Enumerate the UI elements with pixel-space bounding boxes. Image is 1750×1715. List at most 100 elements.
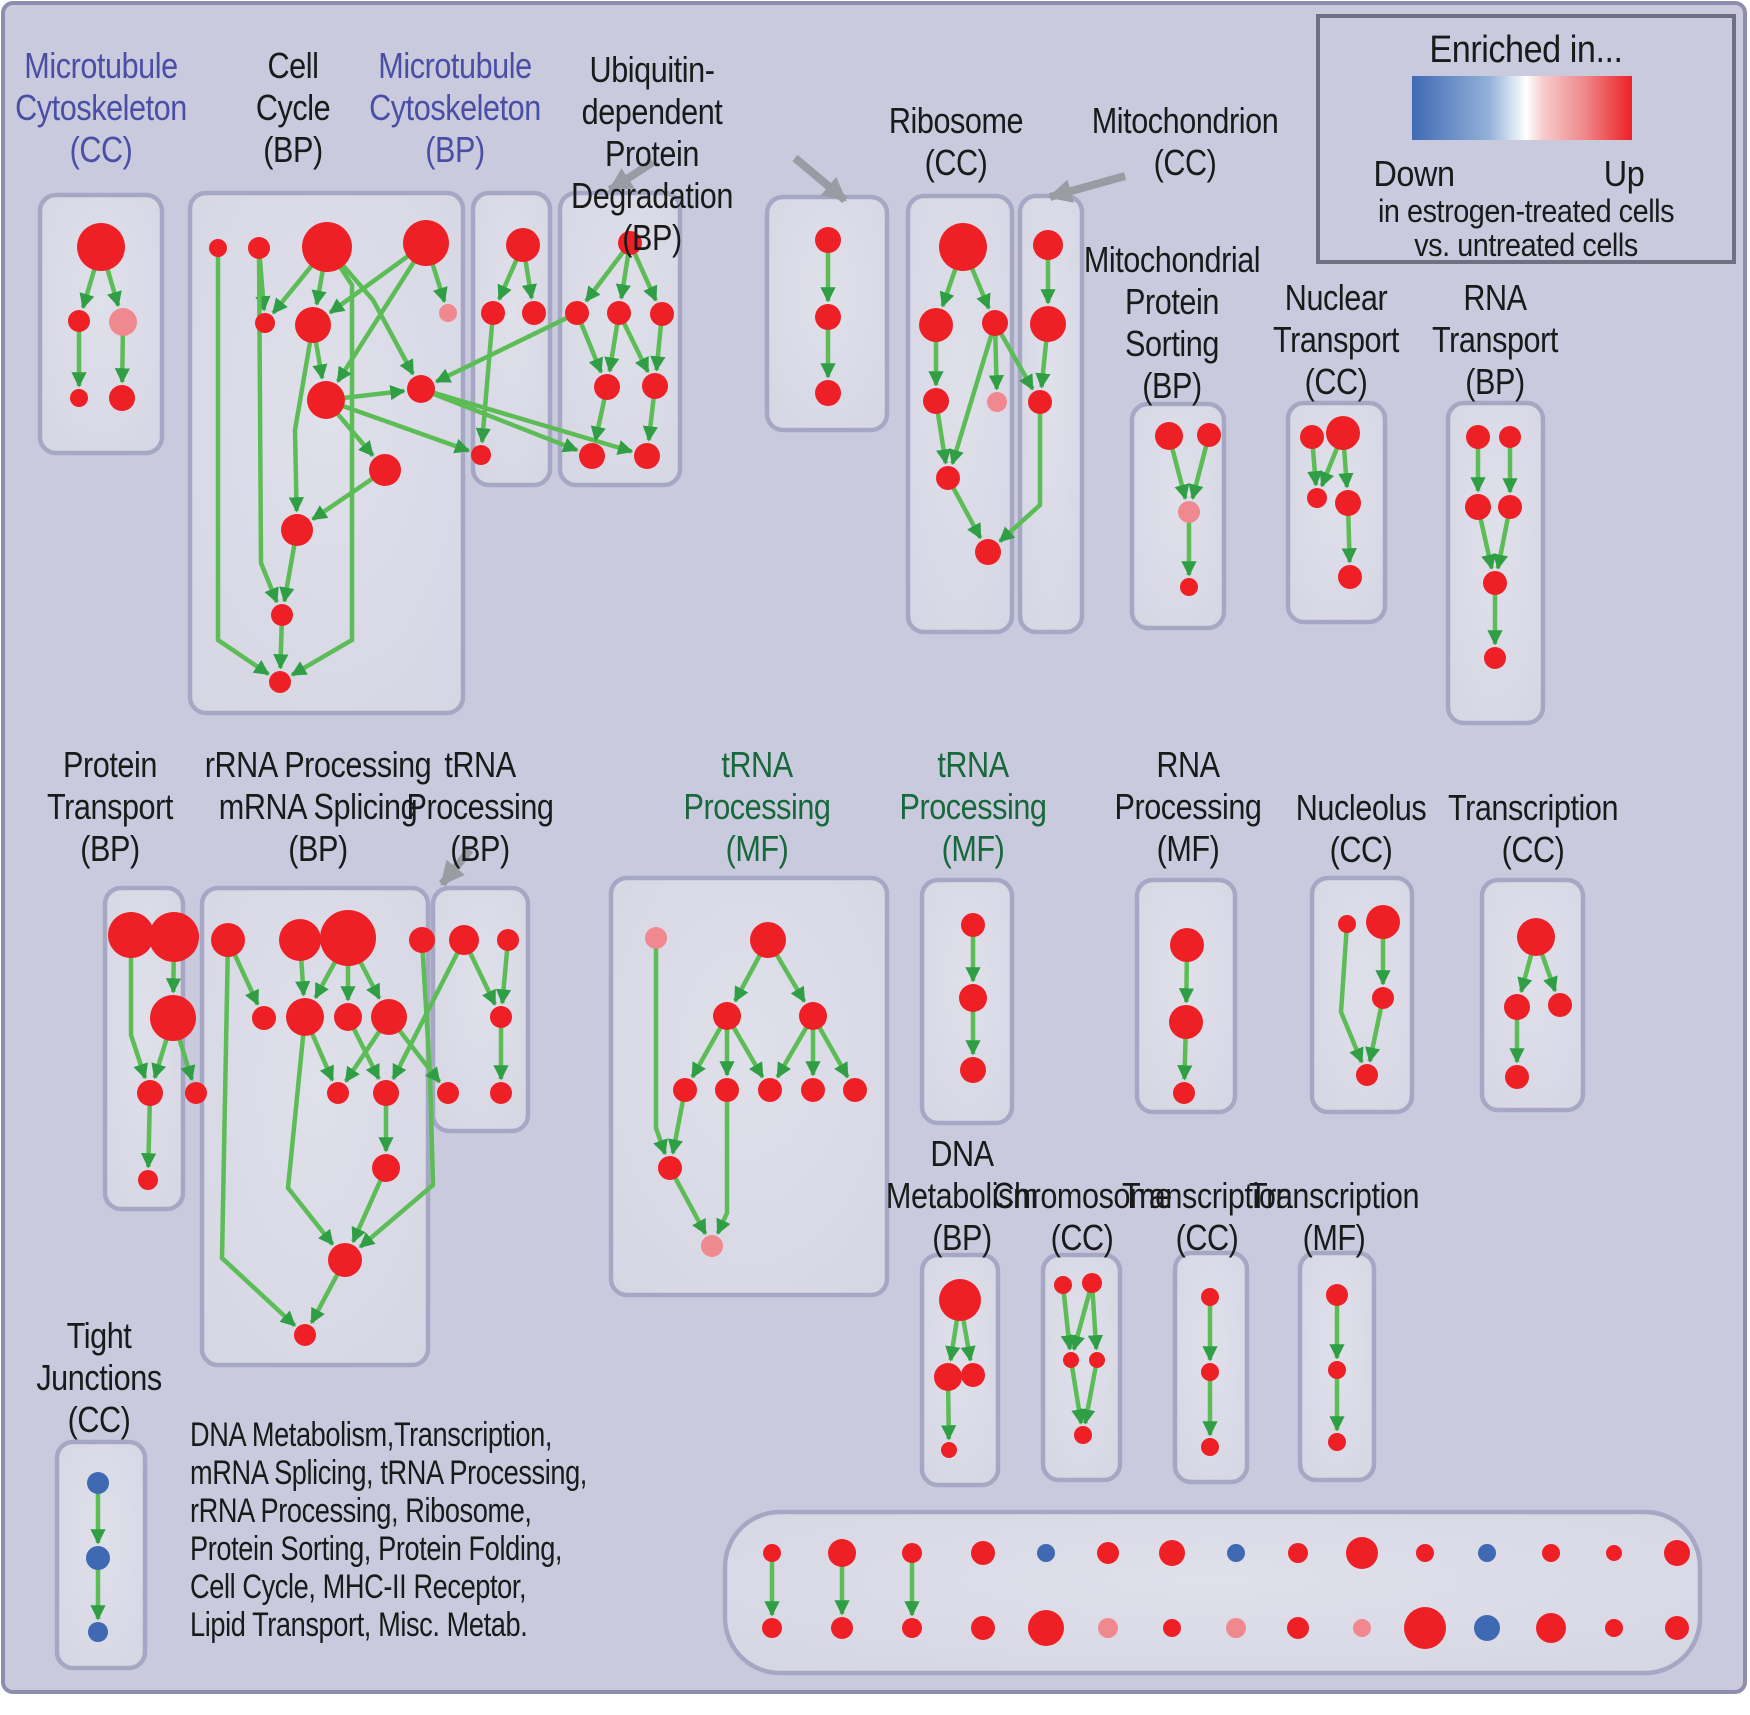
go-term-node-bm10 <box>1353 1619 1371 1637</box>
legend-up-label: Up <box>1604 154 1645 194</box>
go-term-node-rb2 <box>919 308 953 342</box>
line: Down <box>1373 154 1454 194</box>
go-term-node-bt11 <box>1416 1544 1434 1562</box>
cluster-label-17: DNA Metabolism (BP) <box>886 1135 1039 1259</box>
edge-q6-q13 <box>285 1016 335 1246</box>
go-term-node-bm4 <box>971 1616 995 1640</box>
go-term-node-ch1 <box>1054 1276 1072 1294</box>
go-term-node-bm5 <box>1028 1610 1064 1646</box>
go-term-node-tj3 <box>88 1622 108 1642</box>
go-term-node-cc7 <box>439 304 457 322</box>
go-term-node-x10 <box>658 1156 682 1180</box>
go-term-node-nc1 <box>1338 915 1356 933</box>
go-term-node-q14 <box>294 1324 316 1346</box>
go-term-node-dm2 <box>934 1363 962 1391</box>
go-term-node-x6 <box>715 1078 739 1102</box>
go-term-node-x11 <box>701 1235 723 1257</box>
go-term-node-q7 <box>334 1003 362 1031</box>
go-term-node-cc9 <box>369 454 401 486</box>
line: dependent <box>582 93 724 133</box>
cluster-box-tc <box>1479 877 1586 1113</box>
go-term-node-q3 <box>320 910 376 966</box>
go-term-node-mb5 <box>471 445 491 465</box>
cluster-label-21: Tight Junctions (CC) <box>36 1317 162 1441</box>
line: RNA <box>1463 279 1527 319</box>
line: Nucleolus <box>1296 789 1426 829</box>
line: (CC) <box>1051 1219 1114 1259</box>
cluster-label-14: RNA Processing (MF) <box>1114 746 1261 870</box>
cluster-label-2: Microtubule Cytoskeleton (BP) <box>369 47 541 171</box>
cluster-label-20-text: Transcription (MF) <box>1249 1177 1419 1259</box>
cluster-label-12: tRNA Processing (MF) <box>683 746 830 870</box>
go-term-node-pt3 <box>150 995 196 1041</box>
go-term-node-dm1 <box>939 1279 981 1321</box>
line: Cycle <box>256 89 330 129</box>
go-term-node-rt5 <box>1483 571 1507 595</box>
legend-caption-text: in estrogen-treated cells vs. untreated c… <box>1378 194 1674 264</box>
cluster-label-16-text: Transcription (CC) <box>1448 789 1618 871</box>
go-term-node-bm3 <box>902 1618 922 1638</box>
go-term-node-x1 <box>645 927 667 949</box>
go-term-node-q9 <box>185 1082 207 1104</box>
go-term-node-rp3 <box>1173 1082 1195 1104</box>
line: (BP) <box>450 830 509 870</box>
go-term-node-ch5 <box>1074 1426 1092 1444</box>
go-term-node-rt3 <box>1465 494 1491 520</box>
line: Microtubule <box>24 47 177 87</box>
go-term-node-pt5 <box>138 1170 158 1190</box>
go-term-node-bt14 <box>1606 1545 1622 1561</box>
label-arrow-to-ubiquitin-box-2 <box>792 154 848 204</box>
edge-nc1-nc4 <box>1338 923 1364 1064</box>
line: (BP) <box>425 131 484 171</box>
go-term-node-bm1 <box>762 1618 782 1638</box>
legend-caption: in estrogen-treated cells vs. untreated c… <box>1378 194 1675 264</box>
go-term-node-x5 <box>673 1078 697 1102</box>
go-term-node-mb3 <box>522 301 546 325</box>
edge-x1-x10 <box>653 938 668 1156</box>
go-term-node-x9 <box>843 1078 867 1102</box>
legend-down-label: Down <box>1373 154 1454 194</box>
line: (MF) <box>942 830 1005 870</box>
go-term-node-u1 <box>618 231 642 255</box>
go-term-node-cc6 <box>295 307 331 343</box>
line: RNA <box>1156 746 1220 786</box>
cluster-label-10: rRNA Processing mRNA Splicing (BP) <box>205 746 432 870</box>
go-term-node-bt12 <box>1478 1544 1496 1562</box>
go-term-node-q1 <box>211 923 245 957</box>
cluster-label-0: Microtubule Cytoskeleton (CC) <box>15 47 187 171</box>
cluster-label-7-text: Nuclear Transport (CC) <box>1273 279 1400 403</box>
edge-cc1-cc12 <box>215 248 270 676</box>
line: Degradation <box>571 177 733 217</box>
line: Cytoskeleton <box>15 89 187 129</box>
line: Processing <box>683 788 830 828</box>
go-term-node-t3b <box>1328 1361 1346 1379</box>
line: DNA <box>930 1135 994 1175</box>
line: (BP) <box>288 830 347 870</box>
line: (BP) <box>1142 367 1201 407</box>
go-term-node-cc2 <box>248 237 270 259</box>
edge-x6-x11 <box>715 1090 731 1235</box>
line: Up <box>1604 154 1645 194</box>
legend-gradient-bar <box>1412 76 1632 140</box>
line: Enriched in... <box>1429 27 1622 70</box>
cluster-label-4: Ribosome (CC) <box>889 102 1024 184</box>
label-arrow-to-mitochondrion-box <box>1047 172 1127 203</box>
line: Cell <box>268 47 319 87</box>
go-term-node-q2 <box>279 919 321 961</box>
go-term-node-bm11 <box>1404 1607 1446 1649</box>
cluster-label-1: Cell Cycle (BP) <box>256 47 331 171</box>
go-term-node-bt6 <box>1097 1542 1119 1564</box>
cluster-label-21-text: Tight Junctions (CC) <box>36 1317 161 1441</box>
go-term-node-t2a <box>1201 1288 1219 1306</box>
go-term-node-bt1 <box>763 1544 781 1562</box>
cluster-label-2-text: Microtubule Cytoskeleton (BP) <box>369 47 541 171</box>
edge-mb2-mb5 <box>475 312 496 444</box>
line: Transcription <box>1249 1177 1419 1217</box>
cluster-label-18: Chromosome (CC) <box>992 1177 1172 1259</box>
go-term-node-x7 <box>758 1078 782 1102</box>
go-term-node-bt3 <box>902 1543 922 1563</box>
cluster-label-5: Mitochondrion (CC) <box>1092 102 1279 184</box>
go-term-node-ch2 <box>1082 1273 1102 1293</box>
line: (CC) <box>1330 831 1393 871</box>
line: Microtubule <box>378 47 531 87</box>
